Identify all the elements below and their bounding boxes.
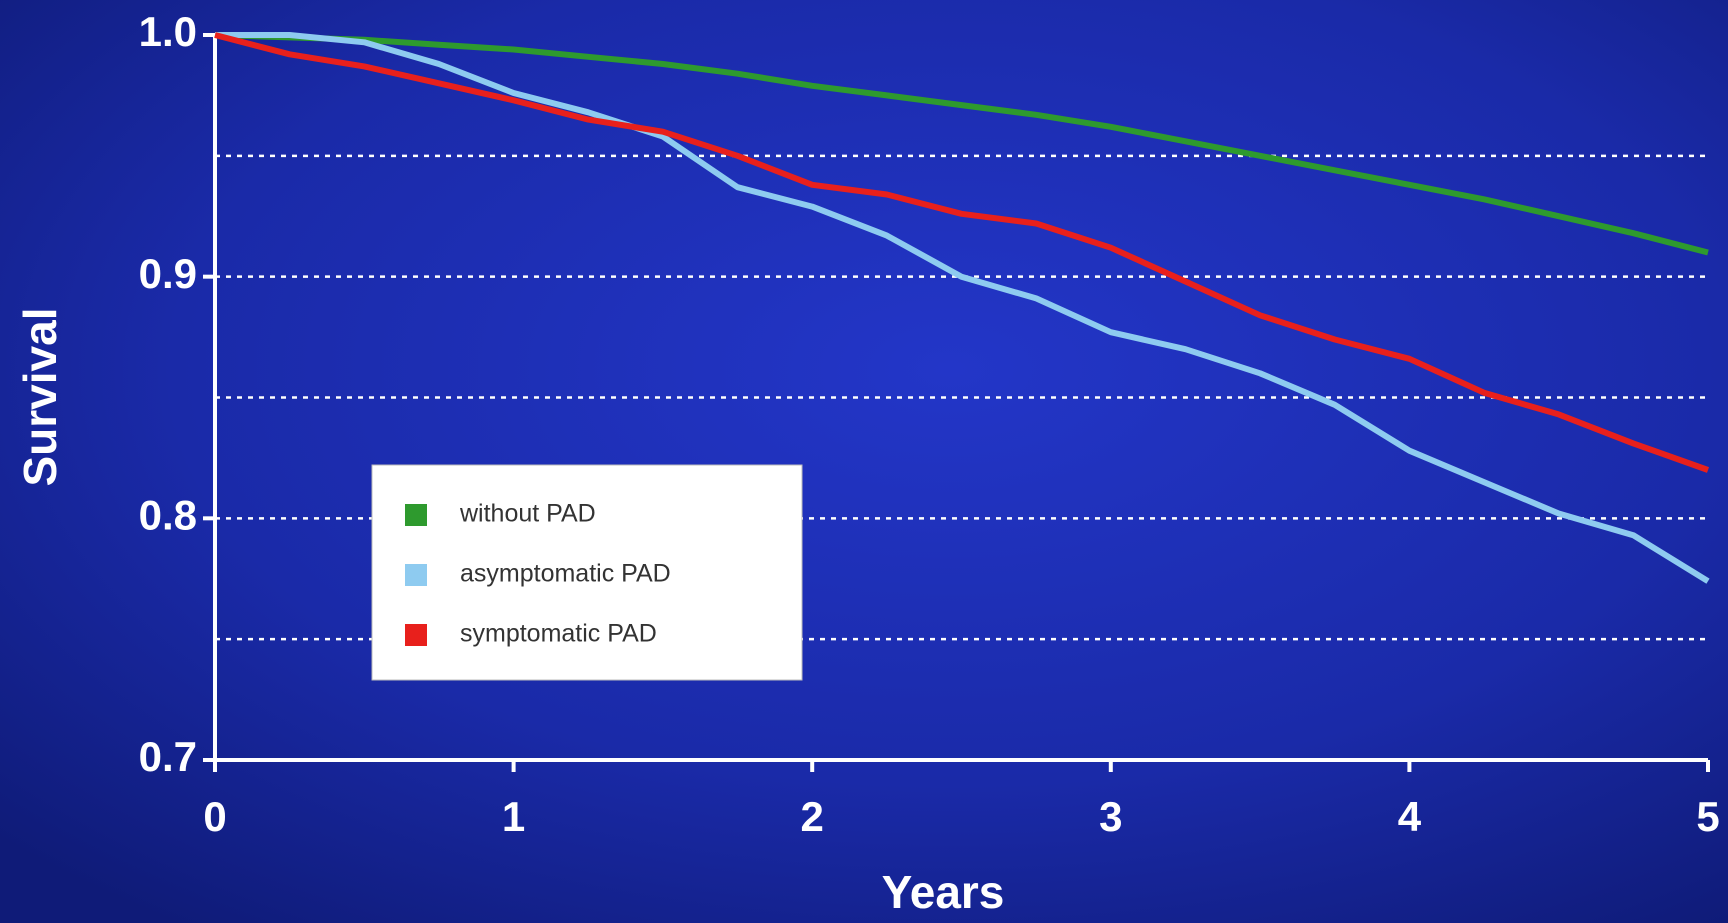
legend-label: symptomatic PAD <box>460 620 657 648</box>
y-tick-label: 1.0 <box>139 8 197 55</box>
background <box>0 0 1728 923</box>
legend-label: without PAD <box>459 500 596 528</box>
chart: Years Survival 0.7 0.8 0.9 1.0 0 1 2 3 4 5 without… <box>0 0 1728 923</box>
x-axis-title: Years <box>882 866 1005 918</box>
y-tick-label: 0.9 <box>139 250 197 297</box>
x-tick-label: 2 <box>801 793 824 840</box>
x-tick-label: 5 <box>1696 793 1719 840</box>
y-tick-label: 0.7 <box>139 733 197 780</box>
legend-swatch <box>405 624 427 646</box>
y-axis-title: Survival <box>14 308 66 487</box>
x-tick-label: 0 <box>203 793 226 840</box>
x-tick-label: 3 <box>1099 793 1122 840</box>
legend-swatch <box>405 564 427 586</box>
y-tick-label: 0.8 <box>139 491 197 538</box>
x-tick-label: 1 <box>502 793 525 840</box>
x-tick-label: 4 <box>1398 793 1422 840</box>
legend-label: asymptomatic PAD <box>460 560 671 588</box>
legend-swatch <box>405 504 427 526</box>
